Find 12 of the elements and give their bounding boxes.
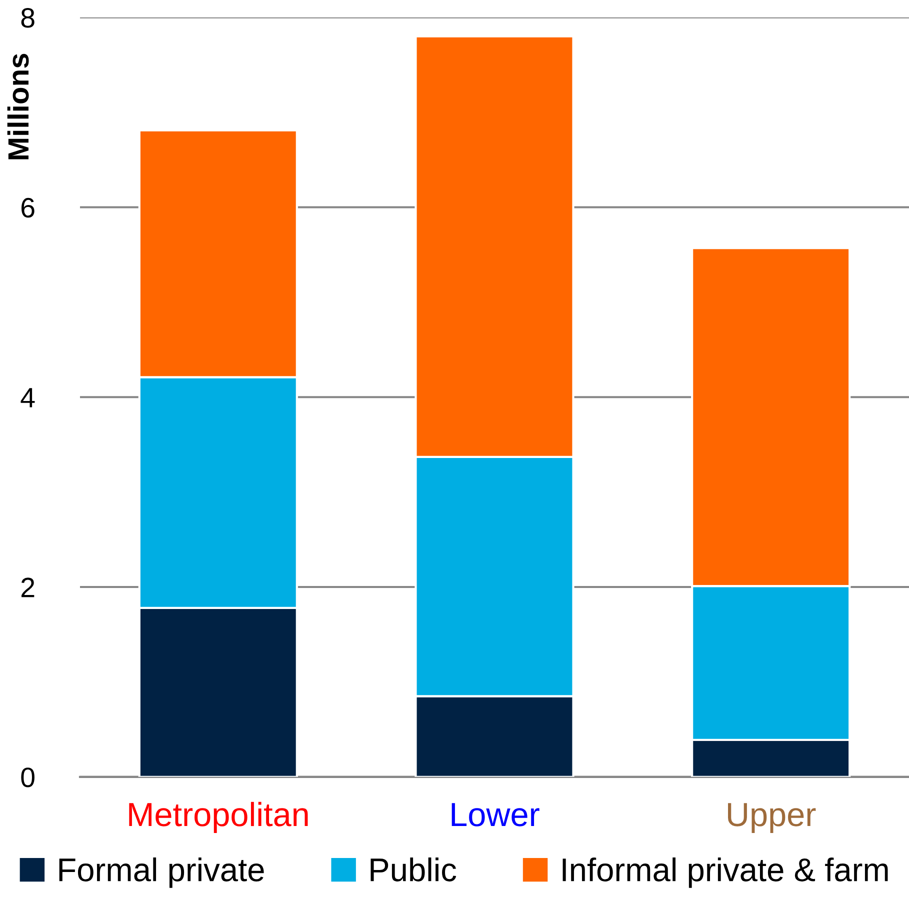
- y-tick-label: 2: [22, 578, 34, 598]
- legend-label: Informal private & farm: [562, 857, 888, 888]
- x-tick-label: Upper: [728, 803, 816, 833]
- x-tick-label: Metropolitan: [129, 802, 308, 833]
- y-tick-label: 6: [22, 198, 34, 218]
- y-axis-title: Millions: [7, 54, 29, 160]
- legend-label: Formal private: [59, 857, 264, 888]
- y-tick-label: 4: [20, 388, 35, 408]
- x-tick-label: Lower: [452, 803, 540, 826]
- y-tick-label: 0: [21, 768, 34, 788]
- y-tick-label: 8: [21, 8, 34, 28]
- legend-label: Public: [370, 857, 456, 882]
